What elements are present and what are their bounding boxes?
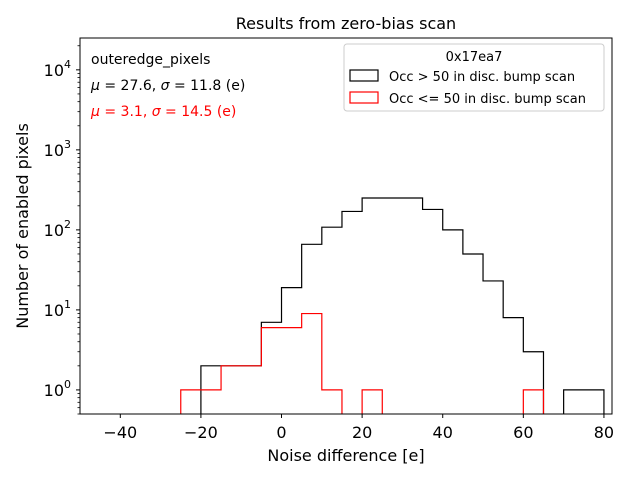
histogram-series-occ-gt-50 [200, 197, 605, 414]
x-tick-label: 80 [594, 423, 614, 442]
annotation-stats-red: μ = 3.1, σ = 14.5 (e) [90, 104, 236, 120]
legend-label-occ-gt-50: Occ > 50 in disc. bump scan [389, 70, 575, 85]
legend-swatch-occ-gt-50 [349, 69, 379, 82]
y-axis-label: Number of enabled pixels [13, 123, 32, 329]
annotation-pixel-group: outeredge_pixels [91, 52, 210, 68]
y-tick-label: 103 [44, 138, 71, 160]
legend-label-occ-le-50: Occ <= 50 in disc. bump scan [389, 92, 586, 107]
y-tick-label: 101 [44, 298, 71, 320]
series-layer [180, 197, 605, 414]
y-tick-label: 102 [44, 218, 71, 240]
plot-frame [79, 37, 613, 415]
x-tick-label: 0 [276, 423, 286, 442]
x-tick-label: 20 [352, 423, 372, 442]
chart-title: Results from zero-bias scan [236, 14, 456, 33]
annotation-stats-black: μ = 27.6, σ = 11.8 (e) [90, 78, 245, 94]
x-axis-label: Noise difference [e] [267, 446, 424, 465]
x-tick-label: 40 [433, 423, 453, 442]
x-tick-label: −20 [184, 423, 218, 442]
y-tick-label: 100 [44, 378, 71, 400]
x-tick-label: −40 [103, 423, 137, 442]
y-tick-label: 104 [44, 58, 71, 80]
y-ticks: 100 101 102 103 104 [44, 45, 80, 415]
legend-title: 0x17ea7 [446, 50, 503, 65]
legend-swatch-occ-le-50 [349, 91, 379, 104]
x-ticks: −40 −20 0 20 40 60 80 [103, 414, 614, 442]
stats-annotations: outeredge_pixels μ = 27.6, σ = 11.8 (e) … [90, 52, 245, 120]
x-tick-label: 60 [513, 423, 533, 442]
legend: 0x17ea7 Occ > 50 in disc. bump scan Occ … [343, 43, 605, 112]
histogram-series-occ-le-50 [180, 312, 545, 414]
legend-box [343, 43, 605, 112]
